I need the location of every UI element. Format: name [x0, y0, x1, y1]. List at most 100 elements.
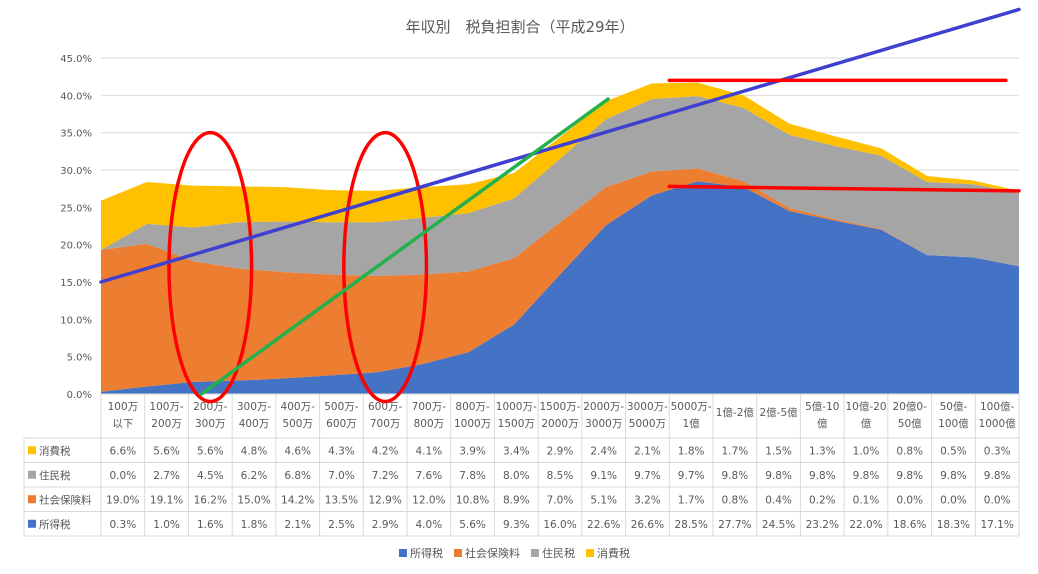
table-cell: 5.1% — [590, 494, 617, 506]
table-cell: 9.1% — [590, 470, 617, 482]
category-label: 200万- — [193, 401, 228, 413]
y-tick-label: 40.0% — [60, 91, 92, 102]
category-label: 50億- — [940, 400, 968, 413]
table-cell: 2.1% — [634, 445, 661, 457]
category-label: 1500万 — [498, 418, 535, 430]
y-tick-label: 15.0% — [60, 278, 92, 289]
y-tick-label: 20.0% — [60, 241, 92, 252]
category-label: 400万- — [281, 401, 316, 413]
category-label: 20億0- — [893, 400, 928, 413]
y-tick-label: 25.0% — [60, 203, 92, 214]
table-cell: 6.6% — [110, 445, 137, 457]
legend-label: 住民税 — [542, 546, 575, 560]
category-label: 1000万- — [496, 401, 537, 413]
table-cell: 0.0% — [984, 494, 1011, 506]
table-cell: 3.2% — [634, 494, 661, 506]
category-label: 1000億 — [979, 417, 1017, 430]
table-cell: 18.3% — [937, 519, 970, 531]
table-cell: 9.8% — [809, 470, 836, 482]
table-row-label: 住民税 — [39, 469, 71, 482]
table-cell: 0.2% — [809, 494, 836, 506]
legend-label: 所得税 — [410, 546, 443, 560]
category-label: 1億 — [683, 417, 701, 430]
category-label: 100億- — [980, 400, 1015, 413]
category-label: 800万- — [455, 401, 490, 413]
category-label: 400万 — [239, 418, 270, 430]
category-label: 200万 — [151, 418, 182, 430]
annotation-circle — [167, 130, 254, 404]
category-label: 100億 — [938, 417, 969, 430]
table-cell: 6.8% — [284, 470, 311, 482]
table-cell: 14.2% — [281, 494, 314, 506]
table-cell: 7.2% — [372, 470, 399, 482]
table-cell: 28.5% — [674, 519, 707, 531]
table-cell: 9.8% — [722, 470, 749, 482]
table-cell: 0.5% — [940, 445, 967, 457]
table-row-label: 消費税 — [39, 444, 71, 457]
table-cell: 5.6% — [197, 445, 224, 457]
category-label: 300万 — [195, 418, 226, 430]
table-cell: 10.8% — [456, 494, 489, 506]
category-label: 10億-20 — [845, 400, 886, 413]
annotation-line — [667, 184, 1021, 193]
table-cell: 12.9% — [368, 494, 401, 506]
y-tick-label: 10.0% — [60, 315, 92, 326]
category-label: 5000万 — [629, 418, 666, 430]
category-label: 500万- — [324, 401, 359, 413]
table-cell: 0.3% — [110, 519, 137, 531]
legend-label: 社会保険料 — [465, 546, 520, 560]
table-cell: 23.2% — [806, 519, 839, 531]
category-label: 700万 — [370, 418, 401, 430]
table-cell: 8.5% — [547, 470, 574, 482]
category-label: 100万 — [108, 401, 139, 413]
table-legend-key — [28, 495, 36, 504]
category-label: 2億-5億 — [759, 406, 798, 419]
table-cell: 0.8% — [722, 494, 749, 506]
y-tick-label: 0.0% — [67, 390, 92, 401]
table-cell: 24.5% — [762, 519, 795, 531]
category-label: 5000万- — [671, 401, 712, 413]
table-cell: 8.0% — [503, 470, 530, 482]
table-cell: 1.8% — [241, 519, 268, 531]
table-cell: 4.3% — [328, 445, 355, 457]
table-cell: 9.8% — [853, 470, 880, 482]
category-label: 100万- — [149, 401, 184, 413]
table-cell: 0.8% — [896, 445, 923, 457]
legend-key — [586, 549, 594, 557]
category-label: 3000万 — [585, 418, 622, 430]
table-legend-key — [28, 470, 36, 479]
table-cell: 0.0% — [110, 470, 137, 482]
annotation-line — [199, 97, 610, 396]
table-legend-key — [28, 446, 36, 455]
table-cell: 9.7% — [678, 470, 705, 482]
table-cell: 7.6% — [416, 470, 443, 482]
table-cell: 9.7% — [634, 470, 661, 482]
table-cell: 2.7% — [153, 470, 180, 482]
category-label: 1億-2億 — [716, 406, 755, 419]
table-cell: 9.8% — [984, 470, 1011, 482]
table-cell: 3.4% — [503, 445, 530, 457]
chart-title: 年収別 税負担割合（平成29年） — [405, 18, 634, 36]
table-cell: 0.0% — [940, 494, 967, 506]
table-cell: 9.8% — [896, 470, 923, 482]
table-cell: 26.6% — [631, 519, 664, 531]
table-cell: 1.5% — [765, 445, 792, 457]
y-tick-label: 30.0% — [60, 166, 92, 177]
category-label: 億 — [861, 417, 872, 430]
y-tick-label: 35.0% — [60, 129, 92, 140]
category-label: 1500万- — [539, 401, 580, 413]
table-cell: 2.1% — [284, 519, 311, 531]
table-cell: 0.3% — [984, 445, 1011, 457]
table-cell: 9.3% — [503, 519, 530, 531]
table-cell: 13.5% — [325, 494, 358, 506]
y-axis: 0.0% 5.0% 10.0% 15.0% 20.0% 25.0% 30.0% 35.0% 40… — [60, 54, 92, 401]
table-cell: 27.7% — [718, 519, 751, 531]
table-cell: 9.8% — [940, 470, 967, 482]
table-cell: 1.6% — [197, 519, 224, 531]
table-cell: 4.1% — [416, 445, 443, 457]
category-label: 600万 — [326, 418, 357, 430]
table-cell: 16.0% — [543, 519, 576, 531]
table-cell: 1.7% — [722, 445, 749, 457]
